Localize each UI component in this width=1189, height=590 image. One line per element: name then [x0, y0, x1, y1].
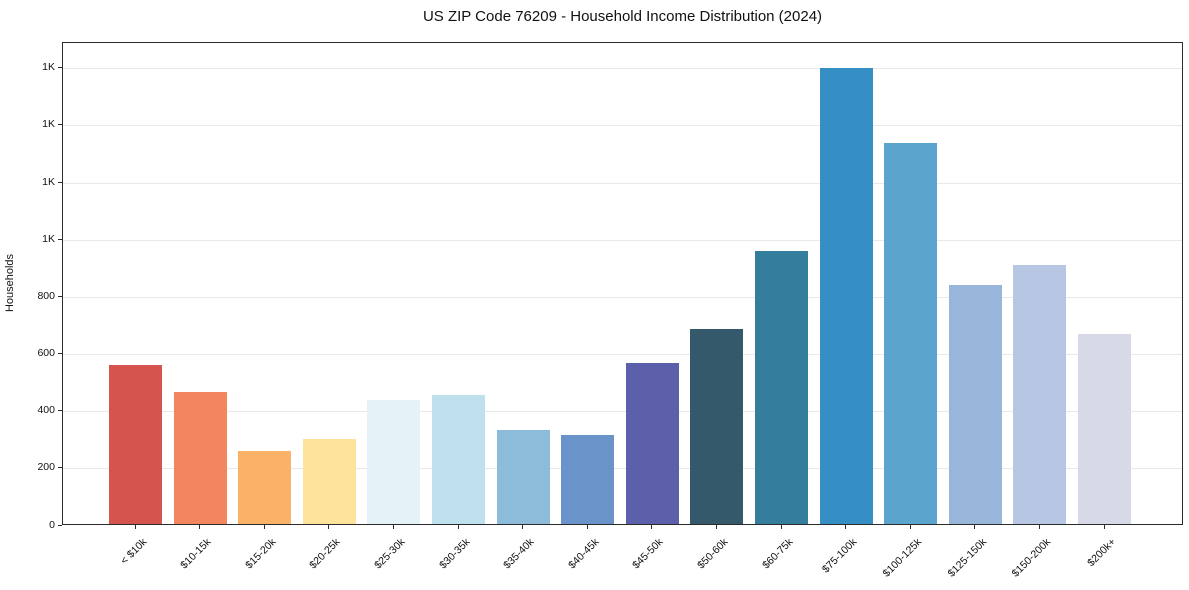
x-tick-label: $200k+: [1084, 536, 1118, 570]
plot-area: [62, 42, 1183, 525]
y-tick-mark: [58, 353, 62, 355]
x-tick-mark: [845, 525, 847, 529]
x-tick-label: $75-100k: [820, 536, 860, 576]
y-tick-label: 1K: [42, 118, 55, 131]
bar-45-50k: [625, 363, 679, 524]
x-tick-mark: [522, 525, 524, 529]
x-tick-mark: [392, 525, 394, 529]
x-tick-label: $25-30k: [372, 536, 408, 572]
bar-20-25k: [302, 439, 356, 524]
y-tick-mark: [58, 295, 62, 297]
x-tick-mark: [263, 525, 265, 529]
x-tick-mark: [457, 525, 459, 529]
bar-35-40k: [496, 429, 550, 524]
y-tick-label: 800: [37, 289, 55, 302]
x-tick-label: $15-20k: [242, 536, 279, 572]
y-gridline: [63, 239, 1182, 241]
y-tick-label: 1K: [42, 61, 55, 74]
bar-150-200k: [1013, 265, 1067, 524]
x-tick-label: $40-45k: [565, 536, 602, 572]
x-tick-mark: [909, 525, 911, 529]
bar-10k: [109, 365, 162, 524]
chart-title: US ZIP Code 76209 - Household Income Dis…: [422, 8, 823, 25]
bar-200k: [1078, 333, 1131, 524]
y-gridline: [63, 182, 1182, 184]
y-gridline: [63, 354, 1182, 356]
x-tick-label: $30-35k: [436, 536, 472, 572]
y-gridline: [63, 68, 1182, 70]
bar-10-15k: [173, 392, 227, 524]
y-tick-mark: [58, 181, 62, 183]
x-tick-label: $100-125k: [880, 536, 925, 580]
y-tick-mark: [58, 410, 62, 412]
y-tick-mark: [58, 67, 62, 69]
x-tick-mark: [974, 525, 976, 529]
bar-40-45k: [561, 435, 615, 524]
bar-25-30k: [367, 399, 421, 524]
y-tick-mark: [58, 124, 62, 126]
y-gridline: [63, 411, 1182, 413]
bar-60-75k: [755, 251, 808, 524]
x-tick-label: < $10k: [117, 536, 149, 567]
x-tick-mark: [651, 525, 653, 529]
y-tick-label: 200: [37, 461, 55, 474]
bar-125-150k: [948, 284, 1002, 524]
y-tick-mark: [58, 467, 62, 469]
y-axis-label: Households: [4, 253, 16, 313]
y-tick-label: 400: [37, 404, 55, 417]
y-gridline: [63, 468, 1182, 470]
y-tick-mark: [58, 524, 62, 526]
bar-50-60k: [690, 328, 744, 524]
x-tick-label: $50-60k: [695, 536, 731, 572]
x-tick-mark: [1038, 525, 1040, 529]
y-tick-label: 1K: [42, 175, 55, 188]
x-tick-mark: [134, 525, 136, 529]
x-tick-mark: [715, 525, 717, 529]
x-tick-mark: [199, 525, 201, 529]
x-tick-label: $35-40k: [501, 536, 537, 572]
bar-100-125k: [884, 142, 938, 524]
bar-75-100k: [819, 68, 873, 524]
bar-30-35k: [432, 394, 485, 524]
y-tick-label: 0: [49, 518, 55, 531]
y-tick-mark: [58, 238, 62, 240]
x-tick-label: $20-25k: [307, 536, 343, 572]
x-tick-mark: [586, 525, 588, 529]
y-tick-label: 1K: [42, 232, 55, 245]
x-tick-mark: [1103, 525, 1105, 529]
y-tick-label: 600: [37, 347, 55, 360]
x-tick-mark: [328, 525, 330, 529]
x-tick-label: $125-150k: [945, 536, 989, 580]
x-tick-label: $150-200k: [1009, 536, 1054, 580]
x-tick-mark: [780, 525, 782, 529]
y-gridline: [63, 125, 1182, 127]
x-tick-label: $60-75k: [759, 536, 795, 572]
bar-15-20k: [238, 451, 292, 524]
x-tick-label: $10-15k: [178, 536, 214, 572]
x-tick-label: $45-50k: [630, 536, 666, 572]
y-gridline: [63, 296, 1182, 298]
